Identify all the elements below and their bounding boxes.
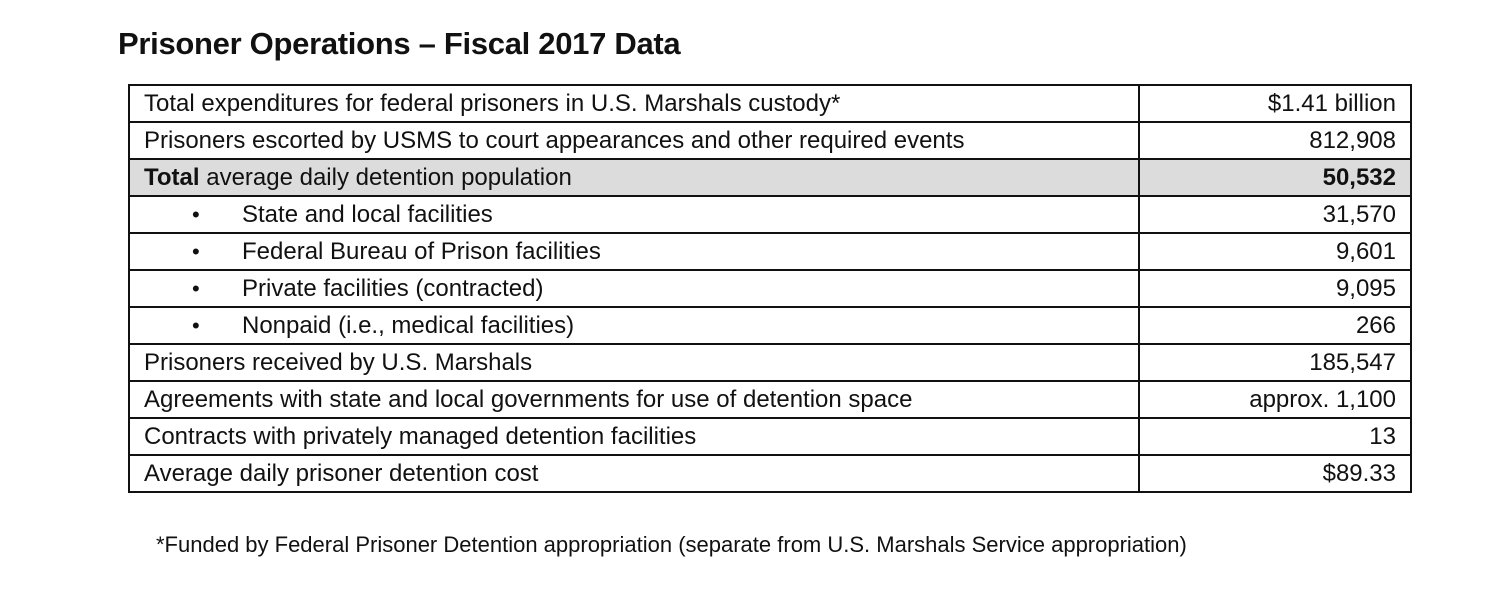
table-row: Prisoners received by U.S. Marshals 185,…	[128, 343, 1412, 382]
row-label: Total expenditures for federal prisoners…	[128, 84, 1140, 123]
row-label: Prisoners escorted by USMS to court appe…	[128, 121, 1140, 160]
row-label-text: Nonpaid (i.e., medical facilities)	[242, 311, 575, 339]
row-value: 812,908	[1138, 121, 1412, 160]
row-label: • Nonpaid (i.e., medical facilities)	[128, 306, 1140, 345]
table-row-sub: • Federal Bureau of Prison facilities 9,6…	[128, 232, 1412, 271]
row-value: 50,532	[1138, 158, 1412, 197]
row-value: 185,547	[1138, 343, 1412, 382]
row-label: Total average daily detention population	[128, 158, 1140, 197]
row-value: 9,095	[1138, 269, 1412, 308]
row-value: approx. 1,100	[1138, 380, 1412, 419]
table-row: Total expenditures for federal prisoners…	[128, 84, 1412, 123]
page-title: Prisoner Operations – Fiscal 2017 Data	[118, 26, 681, 61]
row-value: 13	[1138, 417, 1412, 456]
row-label: Contracts with privately managed detenti…	[128, 417, 1140, 456]
row-value: $1.41 billion	[1138, 84, 1412, 123]
footnote: *Funded by Federal Prisoner Detention ap…	[156, 532, 1187, 557]
table-row-total: Total average daily detention population…	[128, 158, 1412, 197]
row-value: 9,601	[1138, 232, 1412, 271]
row-label: Agreements with state and local governme…	[128, 380, 1140, 419]
row-value: $89.33	[1138, 454, 1412, 493]
row-label-rest: average daily detention population	[199, 163, 572, 191]
row-label: • State and local facilities	[128, 195, 1140, 234]
bullet-icon: •	[192, 238, 200, 264]
row-label: • Federal Bureau of Prison facilities	[128, 232, 1140, 271]
row-label: • Private facilities (contracted)	[128, 269, 1140, 308]
table-row: Prisoners escorted by USMS to court appe…	[128, 121, 1412, 160]
row-value: 266	[1138, 306, 1412, 345]
row-label-text: Private facilities (contracted)	[242, 274, 544, 302]
bullet-icon: •	[192, 312, 200, 338]
row-label-text: Federal Bureau of Prison facilities	[242, 237, 601, 265]
row-label-text: State and local facilities	[242, 200, 493, 228]
data-table: Total expenditures for federal prisoners…	[128, 84, 1412, 493]
row-label: Prisoners received by U.S. Marshals	[128, 343, 1140, 382]
bullet-icon: •	[192, 275, 200, 301]
row-label-bold: Total	[144, 163, 200, 191]
table-row: Average daily prisoner detention cost $8…	[128, 454, 1412, 493]
table-row-sub: • State and local facilities 31,570	[128, 195, 1412, 234]
row-value: 31,570	[1138, 195, 1412, 234]
table-row: Agreements with state and local governme…	[128, 380, 1412, 419]
table-row-sub: • Nonpaid (i.e., medical facilities) 266	[128, 306, 1412, 345]
table-row: Contracts with privately managed detenti…	[128, 417, 1412, 456]
row-label: Average daily prisoner detention cost	[128, 454, 1140, 493]
table-row-sub: • Private facilities (contracted) 9,095	[128, 269, 1412, 308]
bullet-icon: •	[192, 201, 200, 227]
